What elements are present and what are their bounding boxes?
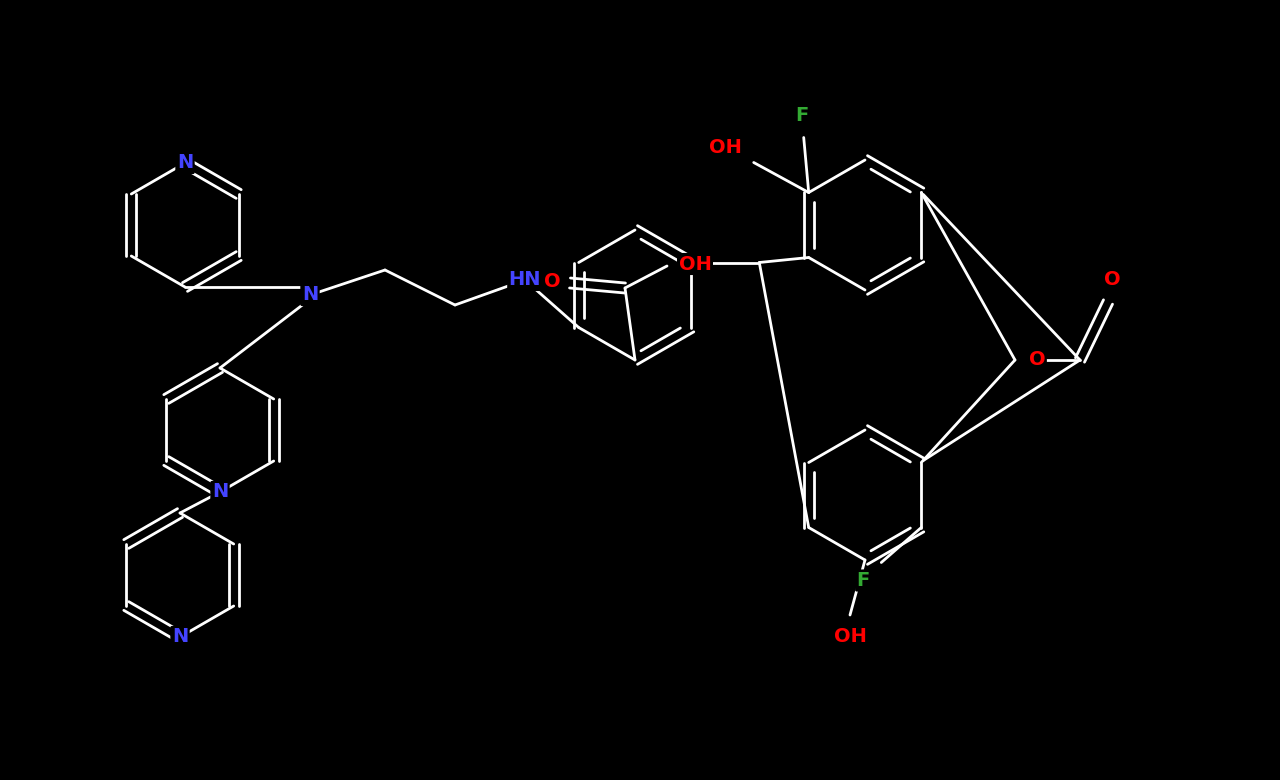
- Text: F: F: [795, 106, 809, 125]
- Text: OH: OH: [678, 254, 712, 274]
- Text: O: O: [1103, 271, 1120, 289]
- Text: N: N: [302, 285, 319, 304]
- Text: N: N: [172, 627, 188, 647]
- Text: N: N: [177, 154, 193, 172]
- Text: F: F: [856, 571, 870, 590]
- Text: O: O: [1029, 350, 1046, 370]
- Text: N: N: [212, 483, 228, 502]
- Text: O: O: [544, 271, 561, 290]
- Text: OH: OH: [833, 627, 867, 647]
- Text: OH: OH: [709, 138, 742, 157]
- Text: HN: HN: [508, 271, 541, 289]
